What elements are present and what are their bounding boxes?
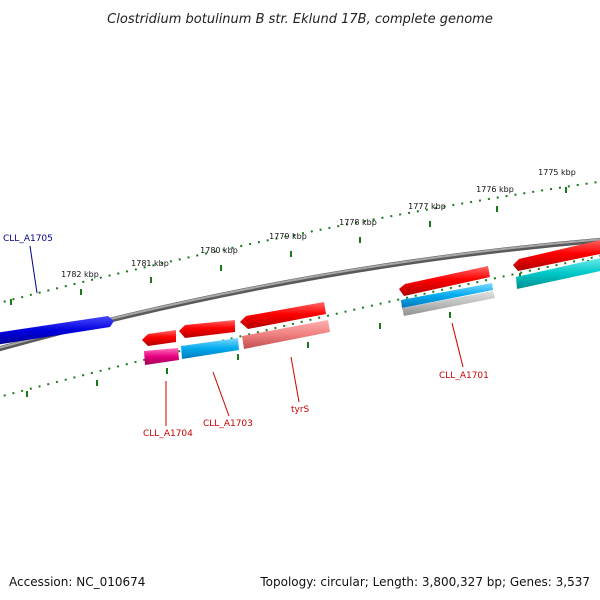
cds-feature[interactable]	[399, 266, 490, 296]
tick-label: 1777 kbp	[408, 202, 446, 211]
gene-label-tyrS[interactable]: tyrS	[291, 405, 310, 415]
gene-label-CLL_A1705[interactable]: CLL_A1705	[3, 234, 53, 244]
leader-CLL_A1705	[29, 245, 38, 294]
tick-label: 1776 kbp	[476, 185, 514, 194]
gene-CLL_A1701[interactable]	[401, 283, 493, 308]
gene-feature-teal[interactable]	[516, 257, 600, 289]
accession-text: Accession: NC_010674	[9, 575, 146, 589]
gene-CLL_A1703[interactable]	[181, 338, 239, 359]
leader-CLL_A1703	[212, 371, 230, 417]
tick-label: 1775 kbp	[538, 168, 576, 177]
tick-label: 1781 kbp	[131, 259, 169, 268]
leader-CLL_A1701	[451, 322, 464, 368]
gene-label-CLL_A1701[interactable]: CLL_A1701	[439, 371, 489, 381]
map-title: Clostridium botulinum B str. Eklund 17B,…	[107, 12, 493, 27]
gene-tyrS[interactable]	[242, 320, 330, 349]
ruler-tick-labels: 1775 kbp 1776 kbp 1777 kbp 1778 kbp 1779…	[61, 168, 576, 279]
cds-feature[interactable]	[179, 320, 235, 338]
cds-feature[interactable]	[142, 330, 176, 346]
tick-label: 1779 kbp	[269, 232, 307, 241]
gene-feature-gray[interactable]	[402, 291, 495, 316]
tick-label: 1780 kbp	[200, 246, 238, 255]
cds-feature[interactable]	[513, 239, 600, 271]
leader-tyrS	[290, 356, 300, 403]
gene-label-CLL_A1704[interactable]: CLL_A1704	[143, 429, 193, 439]
outer-ruler	[0, 180, 600, 304]
gene-label-CLL_A1703[interactable]: CLL_A1703	[203, 419, 253, 429]
ruler-major-ticks	[10, 187, 589, 397]
gene-CLL_A1705[interactable]	[0, 316, 114, 345]
genome-summary-text: Topology: circular; Length: 3,800,327 bp…	[260, 575, 590, 589]
tick-label: 1782 kbp	[61, 270, 99, 279]
gene-CLL_A1704[interactable]	[144, 348, 179, 365]
tick-label: 1778 kbp	[339, 218, 377, 227]
cds-feature[interactable]	[240, 302, 326, 329]
